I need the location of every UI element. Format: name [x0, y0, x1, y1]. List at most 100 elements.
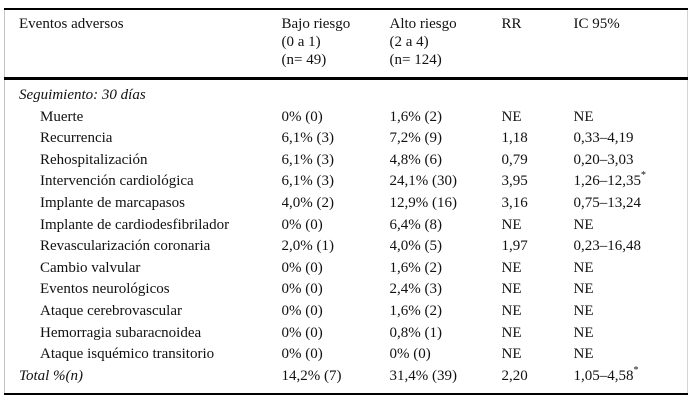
ic-value: 1,05–4,58	[573, 367, 634, 384]
table-row-implante-marcapasos: Implante de marcapasos 4,0% (2) 12,9% (1…	[5, 193, 688, 215]
cell-high-risk: 31,4% (39)	[389, 367, 458, 384]
cell-rr: 3,95	[501, 173, 528, 190]
cell-ic95: NE	[573, 324, 594, 341]
row-label: Ataque isquémico transitorio	[40, 346, 215, 363]
col-header-high-risk-line1: Alto riesgo	[389, 16, 457, 32]
row-label: Rehospitalización	[40, 151, 148, 168]
cell-low-risk: 4,0% (2)	[281, 194, 335, 211]
col-header-high-risk: Alto riesgo (2 a 4) (n= 124)	[389, 9, 502, 80]
table-row-eventos-neurologicos: Eventos neurológicos 0% (0) 2,4% (3) NE …	[5, 279, 688, 301]
row-label: Muerte	[40, 108, 84, 125]
col-header-low-risk-line1: Bajo riesgo	[281, 16, 351, 32]
cell-rr: NE	[501, 346, 522, 363]
header-row: Eventos adversos Bajo riesgo (0 a 1) (n=…	[4, 9, 688, 80]
significance-asterisk: *	[633, 365, 639, 376]
table-row-total: Total %(n) 14,2% (7) 31,4% (39) 2,20 1,0…	[5, 366, 688, 395]
cell-high-risk: 12,9% (16)	[389, 194, 458, 211]
cell-ic95: 0,23–16,48	[573, 238, 642, 255]
table-row-muerte: Muerte 0% (0) 1,6% (2) NE NE	[5, 107, 688, 129]
cell-ic95: 1,26–12,35*	[574, 171, 688, 193]
row-label: Intervención cardiológica	[40, 173, 194, 190]
row-label: Eventos neurológicos	[40, 281, 170, 298]
table-row-revascularizacion-coronaria: Revascularización coronaria 2,0% (1) 4,0…	[5, 236, 688, 258]
cell-low-risk: 0% (0)	[281, 346, 323, 363]
cell-ic95	[574, 79, 688, 107]
cell-ic95: 0,75–13,24	[573, 194, 642, 211]
row-label: Cambio valvular	[40, 259, 141, 276]
cell-ic95: NE	[573, 108, 594, 125]
table-row-recurrencia: Recurrencia 6,1% (3) 7,2% (9) 1,18 0,33–…	[5, 128, 688, 150]
cell-rr: NE	[501, 259, 522, 276]
cell-high-risk: 7,2% (9)	[389, 130, 443, 147]
cell-ic95: NE	[573, 216, 594, 233]
table-row-intervencion-cardiologica: Intervención cardiológica 6,1% (3) 24,1%…	[5, 171, 688, 193]
row-label: Hemorragia subaracnoidea	[40, 324, 202, 341]
table-row-ataque-cerebrovascular: Ataque cerebrovascular 0% (0) 1,6% (2) N…	[5, 301, 688, 323]
cell-rr: 2,20	[501, 367, 528, 384]
cell-low-risk: 0% (0)	[281, 216, 323, 233]
cell-high-risk: 4,0% (5)	[389, 238, 443, 255]
cell-ic95: NE	[573, 302, 594, 319]
cell-high-risk	[390, 79, 502, 107]
cell-low-risk: 0% (0)	[281, 302, 323, 319]
cell-low-risk: 0% (0)	[281, 259, 323, 276]
cell-ic95: 0,20–3,03	[573, 151, 634, 168]
cell-ic95: NE	[573, 259, 594, 276]
significance-asterisk: *	[641, 171, 646, 182]
cell-high-risk: 6,4% (8)	[389, 216, 443, 233]
table-row-section-seguimiento: Seguimiento: 30 días	[5, 79, 688, 107]
cell-ic95: 0,33–4,19	[573, 130, 634, 147]
table-body: Seguimiento: 30 días Muerte 0% (0) 1,6% …	[5, 79, 688, 395]
ic-value: 1,26–12,35	[573, 173, 642, 190]
cell-low-risk: 0% (0)	[281, 281, 323, 298]
cell-high-risk: 1,6% (2)	[389, 108, 443, 125]
table-row-ataque-isquemico-transitorio: Ataque isquémico transitorio 0% (0) 0% (…	[5, 344, 688, 366]
cell-high-risk: 24,1% (30)	[389, 173, 458, 190]
table-row-rehospitalizacion: Rehospitalización 6,1% (3) 4,8% (6) 0,79…	[5, 150, 688, 172]
cell-high-risk: 0,8% (1)	[389, 324, 443, 341]
col-header-adverse-events-label: Eventos adversos	[19, 16, 124, 32]
col-header-high-risk-line2: (2 a 4)	[389, 34, 429, 50]
col-header-low-risk: Bajo riesgo (0 a 1) (n= 49)	[281, 9, 390, 80]
table-row-cambio-valvular: Cambio valvular 0% (0) 1,6% (2) NE NE	[5, 258, 688, 280]
cell-rr: NE	[501, 302, 522, 319]
cell-high-risk: 2,4% (3)	[389, 281, 443, 298]
cell-high-risk: 4,8% (6)	[389, 151, 443, 168]
row-label: Seguimiento: 30 días	[19, 87, 146, 103]
cell-rr: NE	[501, 216, 522, 233]
row-label: Implante de cardiodesfibrilador	[40, 216, 230, 233]
table-header: Eventos adversos Bajo riesgo (0 a 1) (n=…	[4, 9, 688, 80]
row-label: Recurrencia	[40, 130, 113, 147]
row-label: Total %(n)	[19, 367, 84, 384]
cell-ic95: NE	[573, 281, 594, 298]
col-header-adverse-events: Eventos adversos	[4, 9, 282, 80]
col-header-high-risk-line3: (n= 124)	[389, 52, 442, 68]
cell-rr: NE	[501, 281, 522, 298]
table-row-implante-cardiodesfibrilador: Implante de cardiodesfibrilador 0% (0) 6…	[5, 215, 688, 237]
cell-rr: 1,97	[501, 238, 528, 255]
row-label: Revascularización coronaria	[40, 238, 211, 255]
col-header-low-risk-line2: (0 a 1)	[281, 34, 321, 50]
cell-low-risk: 14,2% (7)	[281, 367, 342, 384]
adverse-events-table: Eventos adversos Bajo riesgo (0 a 1) (n=…	[4, 8, 688, 396]
cell-low-risk: 6,1% (3)	[281, 151, 335, 168]
cell-rr: 0,79	[501, 151, 528, 168]
row-label: Ataque cerebrovascular	[40, 302, 183, 319]
cell-high-risk: 0% (0)	[389, 346, 431, 363]
cell-low-risk: 6,1% (3)	[281, 130, 335, 147]
cell-low-risk: 6,1% (3)	[281, 173, 335, 190]
col-header-low-risk-line3: (n= 49)	[281, 52, 327, 68]
table-row-hemorragia-subaracnoidea: Hemorragia subaracnoidea 0% (0) 0,8% (1)…	[5, 323, 688, 345]
cell-rr: NE	[501, 324, 522, 341]
cell-low-risk: 2,0% (1)	[281, 238, 335, 255]
cell-rr	[502, 79, 574, 107]
cell-rr: 1,18	[501, 130, 528, 147]
col-header-ic95: IC 95%	[573, 9, 688, 80]
cell-low-risk: 0% (0)	[281, 108, 323, 125]
cell-high-risk: 1,6% (2)	[389, 259, 443, 276]
cell-rr: NE	[501, 108, 522, 125]
cell-rr: 3,16	[501, 194, 528, 211]
row-label: Implante de marcapasos	[40, 194, 185, 211]
cell-ic95: NE	[573, 346, 594, 363]
